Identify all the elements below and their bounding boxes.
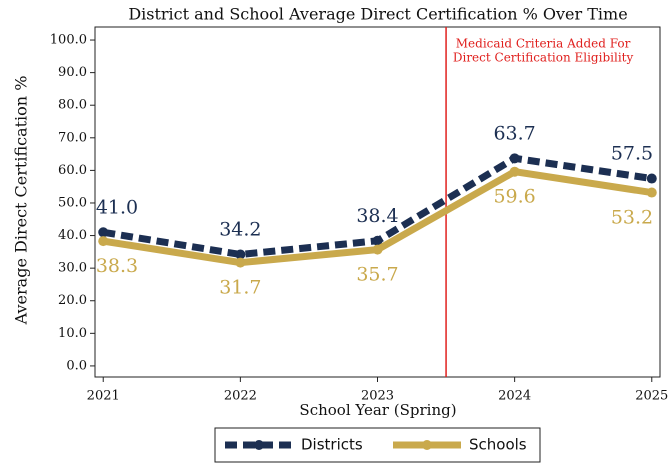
y-tick-label: 30.0 [58,261,87,276]
y-tick-label: 100.0 [50,33,87,48]
value-label: 38.4 [356,205,398,227]
legend-marker [422,440,432,450]
legend-box [214,427,541,463]
y-tick-label: 60.0 [58,163,87,178]
x-tick-label: 2024 [498,389,531,404]
value-label: 35.7 [356,264,398,286]
value-label: 53.2 [611,207,653,229]
annotation-text: Direct Certification Eligibility [453,51,634,65]
x-tick-label: 2023 [361,389,394,404]
chart-title: District and School Average Direct Certi… [128,5,627,24]
y-tick-label: 20.0 [58,293,87,308]
y-tick-label: 10.0 [58,326,87,341]
legend-label: Districts [301,436,363,454]
x-axis-label: School Year (Spring) [299,401,456,419]
x-tick-label: 2021 [87,389,120,404]
y-axis-label: Average Direct Certification % [12,76,31,326]
data-point [372,235,383,246]
legend-label: Schools [469,436,527,454]
data-point [509,153,520,164]
value-label: 41.0 [96,196,138,218]
value-label: 34.2 [219,218,261,240]
data-point [235,257,246,268]
value-label: 59.6 [493,186,535,208]
data-point [646,187,657,198]
y-tick-label: 0.0 [66,358,87,373]
data-point [98,236,109,247]
value-label: 57.5 [611,143,653,165]
y-tick-label: 70.0 [58,130,87,145]
y-tick-label: 90.0 [58,65,87,80]
value-label: 63.7 [493,122,535,144]
data-point [372,244,383,255]
y-tick-label: 50.0 [58,195,87,210]
x-tick-label: 2025 [635,389,668,404]
data-point [235,249,246,260]
annotation-text: Medicaid Criteria Added For [456,37,631,51]
data-point [646,173,657,184]
value-label: 31.7 [219,277,261,299]
data-point [98,227,109,238]
x-tick-label: 2022 [224,389,257,404]
y-tick-label: 80.0 [58,98,87,113]
y-tick-label: 40.0 [58,228,87,243]
plot-frame [94,26,661,378]
value-label: 38.3 [96,255,138,277]
data-point [509,166,520,177]
legend-marker [254,440,264,450]
